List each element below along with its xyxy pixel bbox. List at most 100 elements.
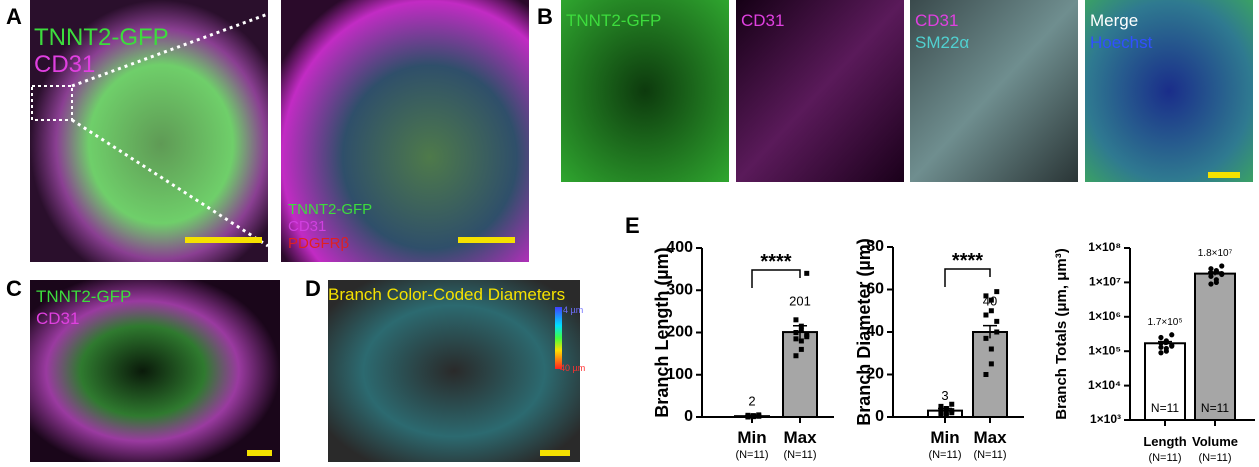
y-tick-label: 1×10⁸ [1088, 240, 1121, 254]
panel-title: Branch Color-Coded Diameters [328, 285, 565, 304]
data-point [1158, 340, 1164, 346]
data-point [798, 323, 804, 329]
value-label: 2 [748, 394, 755, 409]
x-tick-label: Min [737, 428, 766, 447]
y-tick-label: 300 [666, 281, 693, 298]
channel-label: CD31 [288, 218, 326, 235]
data-point [994, 329, 1000, 335]
data-point [1219, 271, 1225, 278]
micrograph [30, 0, 268, 262]
channel-label: TNNT2-GFP [566, 11, 661, 30]
y-tick-label: 400 [666, 239, 693, 256]
data-point [1208, 273, 1214, 279]
y-tick-label: 40 [866, 323, 884, 340]
data-point [938, 403, 944, 409]
data-point [1163, 339, 1169, 346]
x-tick-label: Min [930, 428, 959, 447]
channel-label: Hoechst [1090, 33, 1153, 52]
data-point [983, 293, 989, 299]
significance-bracket [944, 268, 991, 287]
bar [972, 331, 1008, 418]
value-label: 1.8×10⁷ [1198, 248, 1233, 259]
data-point [804, 334, 810, 340]
value-label: 1.7×10⁵ [1147, 317, 1182, 328]
y-tick-label: 80 [866, 238, 884, 255]
data-point [1158, 344, 1164, 350]
scale-bar [185, 237, 262, 243]
bar [1144, 342, 1186, 421]
value-label: 40 [983, 293, 997, 308]
channel-label: TNNT2-GFP [36, 287, 131, 306]
y-axis-label: Branch Totals (μm, μm³) [1053, 248, 1070, 419]
x-tick-label: Max [783, 428, 817, 447]
channel-label: PDGFRβ [288, 235, 350, 252]
channel-label: CD31 [915, 11, 958, 30]
inset-box [31, 85, 73, 121]
panel-label: B [537, 4, 553, 29]
channel-label: Merge [1090, 11, 1138, 30]
significance-label: **** [952, 250, 983, 272]
bar [782, 331, 818, 419]
micrograph [328, 280, 580, 462]
data-point [793, 317, 799, 323]
data-point [793, 353, 799, 359]
y-tick-label: 1×10⁷ [1089, 275, 1121, 289]
n-label: (N=11) [928, 449, 961, 461]
data-point [798, 346, 804, 352]
data-point [793, 336, 799, 342]
data-point [994, 318, 1000, 324]
n-label: (N=11) [783, 449, 816, 461]
data-point [1163, 348, 1169, 354]
scale-bar [1208, 172, 1240, 178]
significance-bracket [751, 269, 801, 288]
y-tick-label: 1×10⁵ [1088, 343, 1121, 357]
data-point [1169, 343, 1175, 349]
y-tick-label: 1×10³ [1090, 412, 1121, 426]
data-point [798, 327, 804, 333]
data-point [798, 338, 804, 344]
micrograph [30, 280, 280, 462]
data-point [949, 410, 955, 416]
data-point [1213, 279, 1219, 285]
data-point [804, 270, 810, 276]
panel-label: C [6, 276, 22, 301]
bar [1194, 272, 1236, 421]
x-tick-label: Volume [1192, 434, 1238, 449]
scale-bar [247, 450, 272, 456]
data-point [1208, 281, 1214, 287]
data-point [988, 297, 994, 303]
micrograph [1085, 0, 1253, 182]
y-tick-label: 100 [666, 366, 693, 383]
data-point [1158, 350, 1164, 356]
y-tick-label: 60 [866, 281, 884, 298]
x-tick-label: Max [973, 428, 1007, 447]
y-tick-label: 1×10⁶ [1088, 309, 1121, 323]
data-point [745, 414, 751, 420]
micrograph [910, 0, 1078, 182]
data-point [756, 413, 762, 419]
data-point [1208, 266, 1214, 272]
data-point [988, 308, 994, 314]
data-point [1158, 334, 1164, 341]
data-point [1213, 269, 1219, 275]
value-label: 3 [941, 388, 948, 403]
data-point [1219, 263, 1225, 269]
data-point [750, 414, 756, 420]
channel-label: TNNT2-GFP [34, 24, 169, 51]
n-label: (N=11) [973, 449, 1006, 461]
y-tick-label: 200 [666, 324, 693, 341]
channel-label: SM22α [915, 33, 969, 52]
micrograph [281, 0, 529, 262]
micrograph [736, 0, 904, 182]
panel-label: D [305, 276, 321, 301]
scale-bar [540, 450, 570, 456]
data-point [983, 312, 989, 318]
scale-label: 4 µm [563, 305, 583, 315]
data-point [994, 289, 1000, 295]
data-point [938, 412, 944, 418]
n-label: (N=11) [735, 449, 768, 461]
y-tick-label: 20 [866, 366, 884, 383]
channel-label: CD31 [34, 51, 95, 78]
channel-label: TNNT2-GFP [288, 201, 372, 218]
